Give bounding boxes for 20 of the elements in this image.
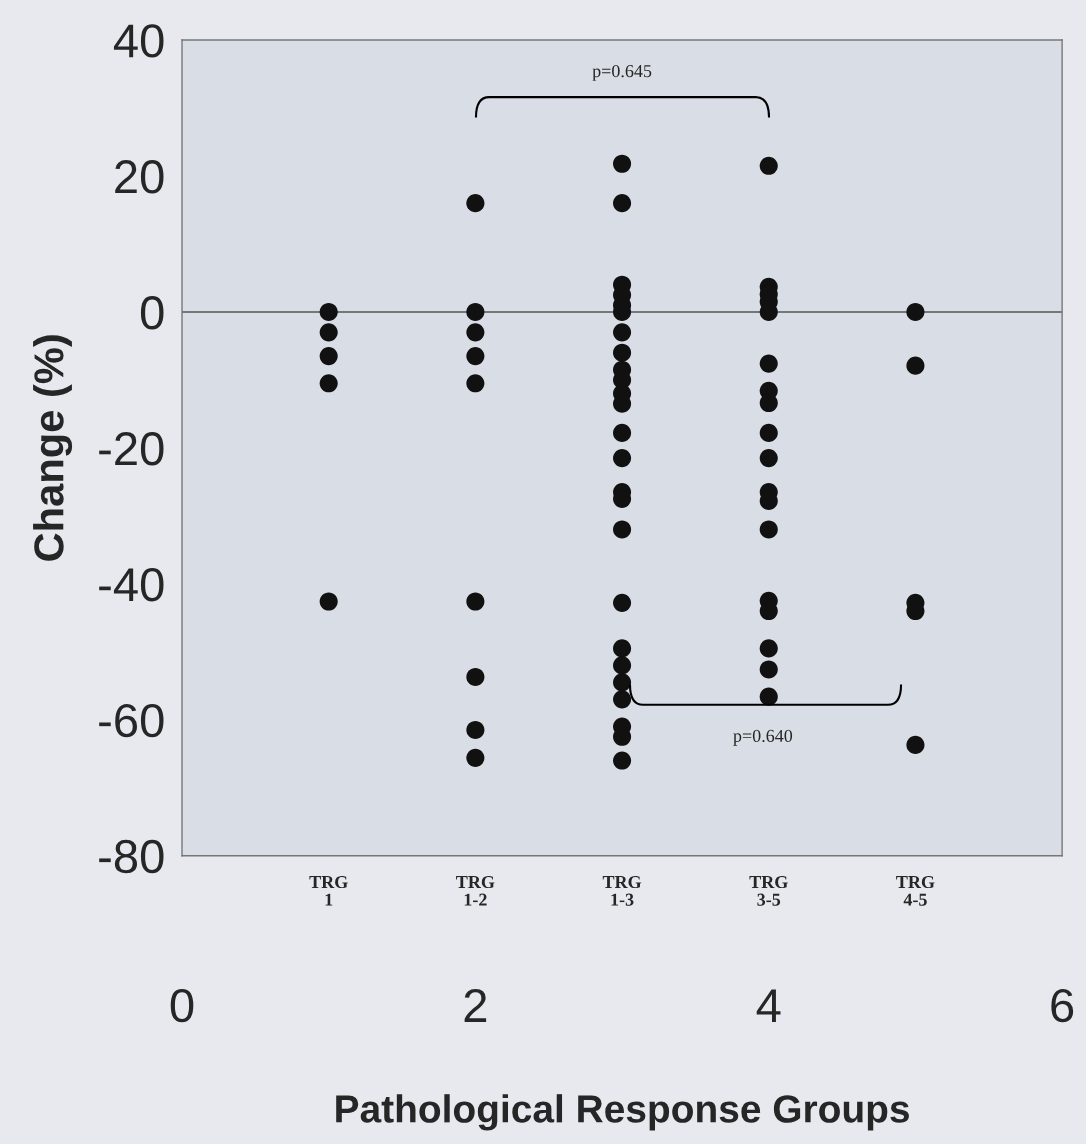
y-tick-label: 40 — [113, 24, 164, 58]
text: TRG 3-5 — [749, 875, 788, 906]
annotation: p=0.645 — [592, 65, 652, 81]
y-tick-label: -40 — [99, 567, 164, 602]
x-tick-label: 0 — [170, 988, 194, 1023]
y-axis-title: Change (%) — [33, 335, 73, 561]
y-tick-label: -20 — [99, 432, 164, 466]
text: TRG 4-5 — [896, 875, 935, 906]
text: TRG 1 — [309, 875, 348, 906]
x-tick-label: 4 — [756, 989, 781, 1022]
text: TRG 1-3 — [602, 875, 642, 906]
text: TRG 1-2 — [456, 875, 495, 906]
annotation: p=0.640 — [733, 729, 793, 746]
x-tick-label: 2 — [464, 988, 487, 1022]
x-axis-title: Pathological Response Groups — [336, 1094, 909, 1131]
y-tick-label: -80 — [99, 839, 164, 874]
y-tick-label: 0 — [140, 296, 164, 330]
x-tick-label: 6 — [1051, 988, 1074, 1023]
y-tick-label: 20 — [115, 160, 164, 194]
y-tick-label: -60 — [99, 703, 164, 738]
